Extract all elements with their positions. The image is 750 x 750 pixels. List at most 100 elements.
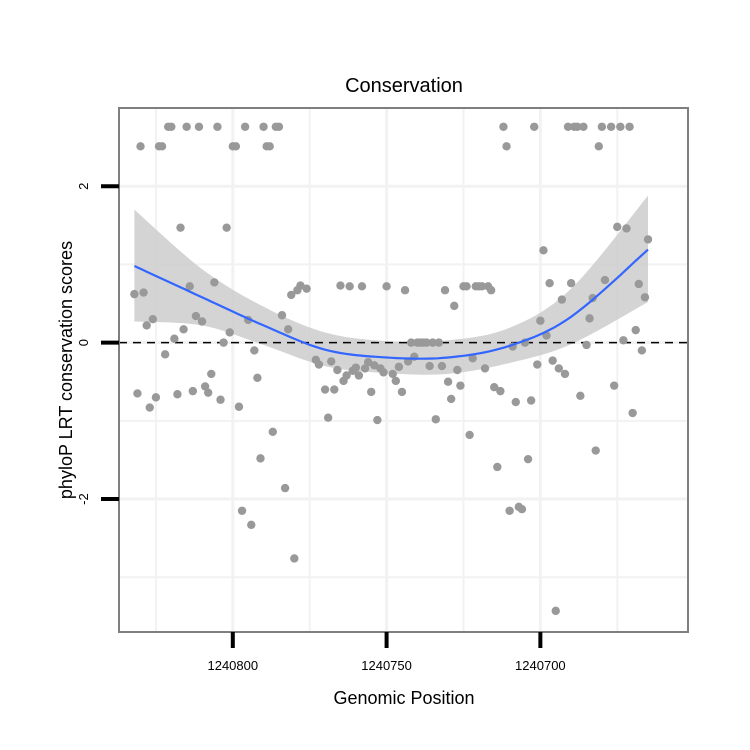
data-point <box>373 415 382 425</box>
data-point <box>625 122 634 131</box>
data-point <box>548 356 557 365</box>
data-point <box>640 293 650 302</box>
data-point <box>397 387 407 397</box>
data-point <box>391 376 401 386</box>
data-point <box>450 301 459 311</box>
data-point <box>139 288 148 297</box>
data-point <box>210 278 219 287</box>
y-axis-title: phyloP LRT conservation scores <box>56 241 76 499</box>
data-point <box>351 363 361 372</box>
data-point <box>283 325 293 334</box>
data-point <box>259 122 268 131</box>
data-point <box>191 311 201 321</box>
data-point <box>130 289 139 299</box>
data-point <box>197 317 207 326</box>
data-point <box>167 122 176 131</box>
data-point <box>379 368 388 377</box>
data-point <box>330 385 339 394</box>
data-point <box>480 364 490 373</box>
data-point <box>434 338 444 347</box>
data-point <box>274 122 284 131</box>
data-point <box>536 316 545 325</box>
data-point <box>634 279 643 289</box>
data-point <box>148 314 158 324</box>
data-point <box>268 427 277 436</box>
data-point <box>213 122 222 131</box>
data-point <box>219 338 228 347</box>
smooth-curve <box>133 248 649 360</box>
data-point <box>176 223 185 232</box>
data-point <box>203 388 213 397</box>
data-point <box>523 454 533 464</box>
data-point <box>160 350 170 359</box>
data-point <box>517 505 527 514</box>
data-point <box>250 346 259 355</box>
data-point <box>357 282 367 291</box>
data-point <box>594 142 604 151</box>
data-point <box>207 369 216 379</box>
data-point <box>323 413 333 422</box>
data-point <box>277 311 287 320</box>
data-point <box>222 223 231 232</box>
data-point <box>600 275 610 285</box>
data-point <box>360 364 370 373</box>
data-point <box>440 286 450 295</box>
data-point <box>382 282 391 291</box>
data-point <box>477 282 487 291</box>
plot-panel <box>118 107 689 633</box>
data-point <box>345 282 354 291</box>
data-point <box>327 357 336 366</box>
data-point <box>136 142 145 151</box>
data-point <box>619 336 628 345</box>
data-point <box>247 520 256 530</box>
data-point <box>582 340 591 350</box>
data-point <box>533 360 542 369</box>
data-point <box>194 122 204 131</box>
data-point <box>240 122 250 131</box>
data-point <box>628 408 637 418</box>
data-point <box>490 383 499 392</box>
x-axis-title: Genomic Position <box>333 688 474 708</box>
data-point <box>342 371 351 380</box>
data-point <box>253 373 262 383</box>
x-tick-label: 1240700 <box>515 658 566 673</box>
data-point <box>157 142 167 151</box>
data-point <box>554 364 564 373</box>
data-point <box>637 346 647 355</box>
data-point <box>539 246 548 255</box>
data-point <box>388 369 397 379</box>
data-point <box>437 361 447 371</box>
data-point <box>320 385 330 394</box>
data-point <box>280 483 290 493</box>
data-point <box>145 403 154 412</box>
data-point <box>185 282 194 291</box>
data-point <box>530 122 539 131</box>
data-point <box>354 371 364 380</box>
data-point <box>237 506 247 515</box>
data-point <box>557 295 567 304</box>
score-points <box>130 122 653 616</box>
data-point <box>425 361 434 371</box>
data-point <box>573 122 582 131</box>
data-point <box>462 282 471 291</box>
data-point <box>496 386 505 396</box>
data-point <box>314 360 324 369</box>
data-point <box>400 286 410 295</box>
confidence-band <box>134 195 649 375</box>
y-axis: -2 0 2 <box>76 183 119 505</box>
data-point <box>173 390 182 399</box>
data-point <box>225 328 234 337</box>
data-point <box>456 381 465 390</box>
data-point <box>579 122 588 131</box>
data-point <box>560 369 570 379</box>
data-point <box>585 314 594 323</box>
data-point <box>265 142 274 151</box>
x-axis: 1240800 1240750 1240700 <box>207 632 566 673</box>
data-point <box>422 338 431 347</box>
data-point <box>256 454 265 463</box>
data-point <box>499 122 508 131</box>
x-tick-label: 1240750 <box>361 658 412 673</box>
data-point <box>336 281 345 290</box>
panel-border <box>118 107 689 633</box>
data-point <box>231 142 241 151</box>
